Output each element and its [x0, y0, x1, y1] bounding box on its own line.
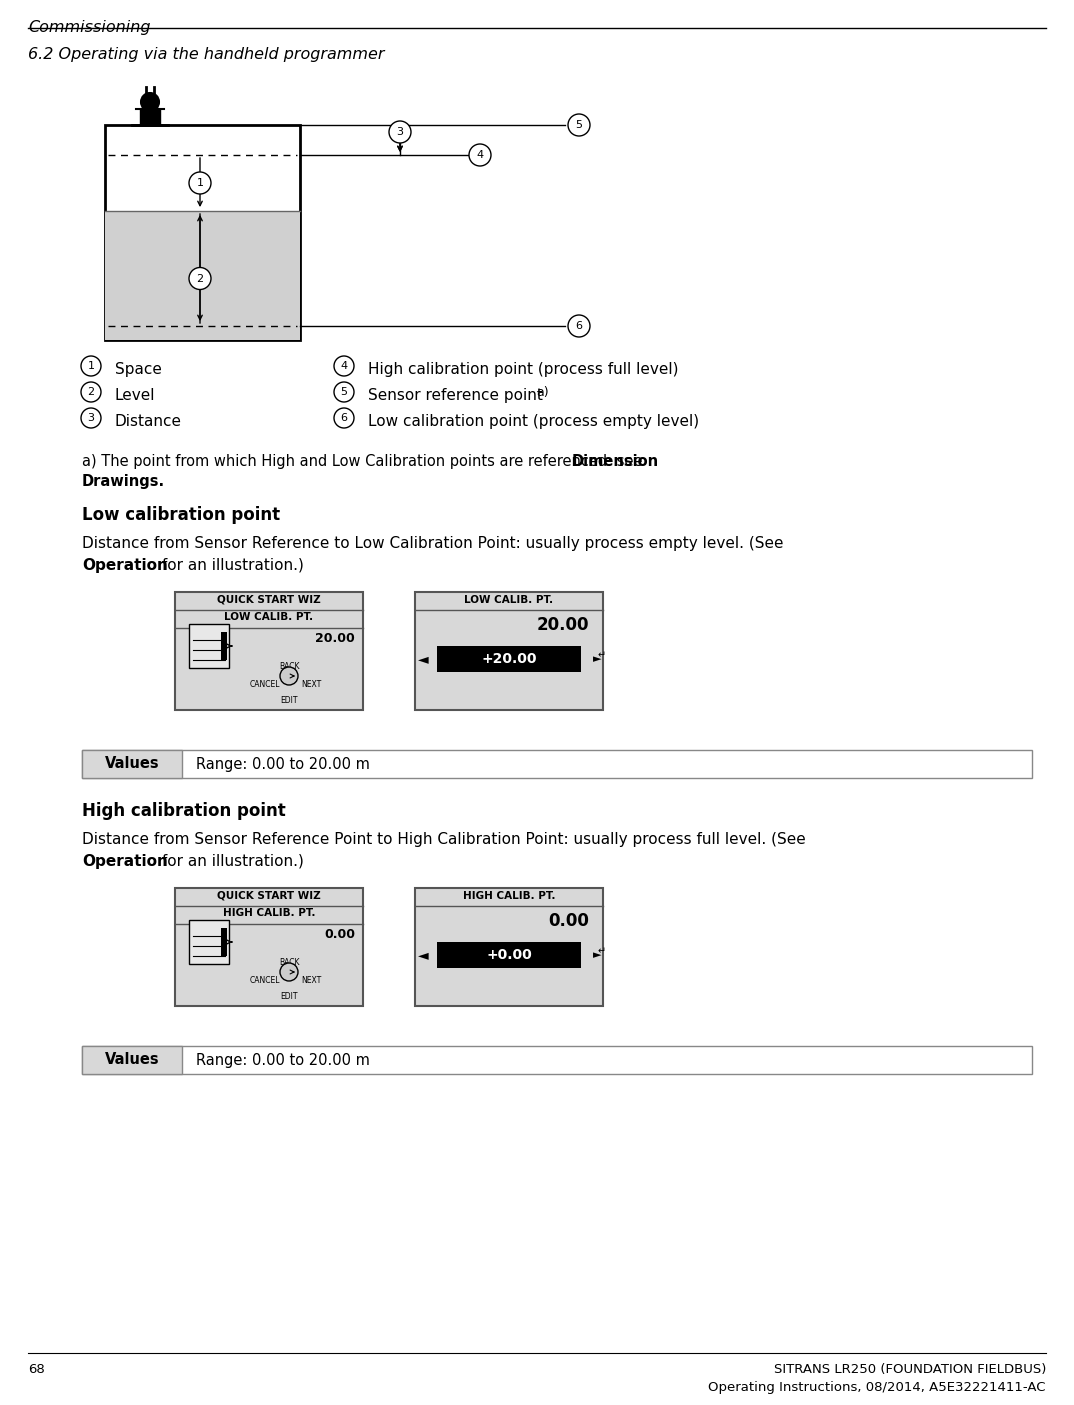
Text: LOW CALIB. PT.: LOW CALIB. PT. — [224, 613, 314, 622]
Text: 5: 5 — [576, 119, 582, 131]
Bar — [82, 1045, 1032, 1073]
Bar — [82, 750, 1032, 778]
Text: 6.2 Operating via the handheld programmer: 6.2 Operating via the handheld programme… — [28, 46, 384, 62]
Text: Level: Level — [115, 388, 156, 403]
Circle shape — [280, 667, 297, 686]
Text: 4: 4 — [477, 150, 483, 160]
Bar — [437, 941, 581, 968]
Text: 20.00: 20.00 — [316, 632, 355, 645]
Text: 0.00: 0.00 — [324, 927, 355, 941]
Text: 5: 5 — [340, 386, 348, 398]
Circle shape — [568, 114, 590, 136]
Bar — [175, 888, 363, 1006]
Circle shape — [81, 382, 101, 402]
Text: CANCEL: CANCEL — [250, 976, 280, 985]
Text: CANCEL: CANCEL — [250, 680, 280, 688]
Text: for an illustration.): for an illustration.) — [157, 558, 304, 573]
Bar — [221, 632, 227, 660]
Bar — [105, 211, 300, 340]
Text: EDIT: EDIT — [280, 992, 297, 1000]
Text: Values: Values — [104, 756, 159, 771]
Bar — [140, 110, 160, 125]
Text: 20.00: 20.00 — [537, 615, 589, 634]
Text: Dimension: Dimension — [572, 454, 659, 469]
Text: Range: 0.00 to 20.00 m: Range: 0.00 to 20.00 m — [195, 1052, 369, 1068]
Text: 0.00: 0.00 — [548, 912, 589, 930]
Text: a): a) — [536, 386, 549, 399]
Text: +20.00: +20.00 — [481, 652, 537, 666]
Circle shape — [141, 93, 159, 111]
Circle shape — [568, 315, 590, 337]
Text: 4: 4 — [340, 361, 348, 371]
Text: 3: 3 — [396, 126, 404, 138]
Text: 3: 3 — [87, 413, 95, 423]
Text: ◄: ◄ — [418, 652, 429, 666]
Circle shape — [81, 355, 101, 377]
Text: ◄: ◄ — [418, 948, 429, 962]
Circle shape — [189, 171, 211, 194]
Text: Operation: Operation — [82, 854, 168, 870]
Text: +0.00: +0.00 — [487, 948, 532, 962]
Text: Distance from Sensor Reference to Low Calibration Point: usually process empty l: Distance from Sensor Reference to Low Ca… — [82, 535, 784, 551]
Text: ↵: ↵ — [598, 946, 606, 955]
Text: High calibration point (process full level): High calibration point (process full lev… — [368, 362, 679, 377]
Bar — [415, 592, 603, 710]
Text: QUICK START WIZ: QUICK START WIZ — [217, 891, 321, 901]
Text: 2: 2 — [87, 386, 95, 398]
Bar — [437, 646, 581, 672]
Circle shape — [469, 143, 491, 166]
Text: 1: 1 — [87, 361, 95, 371]
Circle shape — [334, 382, 354, 402]
Bar — [415, 888, 603, 1006]
Text: Distance from Sensor Reference Point to High Calibration Point: usually process : Distance from Sensor Reference Point to … — [82, 832, 806, 847]
Text: NEXT: NEXT — [301, 976, 321, 985]
Text: 68: 68 — [28, 1363, 45, 1375]
Text: Values: Values — [104, 1052, 159, 1068]
Text: for an illustration.): for an illustration.) — [157, 854, 304, 870]
Text: a) The point from which High and Low Calibration points are referenced: see: a) The point from which High and Low Cal… — [82, 454, 648, 469]
Text: Distance: Distance — [115, 414, 182, 429]
Text: Range: 0.00 to 20.00 m: Range: 0.00 to 20.00 m — [195, 756, 369, 771]
Text: Low calibration point (process empty level): Low calibration point (process empty lev… — [368, 414, 699, 429]
Text: High calibration point: High calibration point — [82, 802, 286, 821]
Text: SITRANS LR250 (FOUNDATION FIELDBUS): SITRANS LR250 (FOUNDATION FIELDBUS) — [773, 1363, 1046, 1375]
Text: BACK: BACK — [279, 958, 300, 967]
Text: Operation: Operation — [82, 558, 168, 573]
Text: ►: ► — [593, 653, 601, 665]
Text: LOW CALIB. PT.: LOW CALIB. PT. — [464, 594, 553, 606]
Bar — [82, 1045, 182, 1073]
Text: Operating Instructions, 08/2014, A5E32221411-AC: Operating Instructions, 08/2014, A5E3222… — [709, 1381, 1046, 1394]
Bar — [221, 927, 227, 955]
Circle shape — [189, 267, 211, 289]
Bar — [82, 750, 182, 778]
Text: 2: 2 — [197, 274, 204, 284]
Circle shape — [334, 355, 354, 377]
Bar — [189, 624, 229, 667]
Text: Drawings.: Drawings. — [82, 473, 165, 489]
Text: HIGH CALIB. PT.: HIGH CALIB. PT. — [463, 891, 555, 901]
Text: QUICK START WIZ: QUICK START WIZ — [217, 594, 321, 606]
Text: ↵: ↵ — [598, 651, 606, 660]
Circle shape — [334, 407, 354, 429]
Text: EDIT: EDIT — [280, 695, 297, 705]
Text: BACK: BACK — [279, 662, 300, 672]
Bar — [175, 592, 363, 710]
Text: NEXT: NEXT — [301, 680, 321, 688]
Circle shape — [81, 407, 101, 429]
Text: Sensor reference point: Sensor reference point — [368, 388, 548, 403]
Text: Low calibration point: Low calibration point — [82, 506, 280, 524]
Circle shape — [280, 962, 297, 981]
Text: HIGH CALIB. PT.: HIGH CALIB. PT. — [222, 908, 316, 917]
Text: 1: 1 — [197, 178, 203, 188]
Circle shape — [389, 121, 411, 143]
Text: ►: ► — [593, 950, 601, 960]
Text: 6: 6 — [576, 320, 582, 332]
Text: Commissioning: Commissioning — [28, 20, 150, 35]
Text: 6: 6 — [340, 413, 348, 423]
Text: Space: Space — [115, 362, 162, 377]
Bar — [189, 920, 229, 964]
Bar — [105, 125, 300, 340]
